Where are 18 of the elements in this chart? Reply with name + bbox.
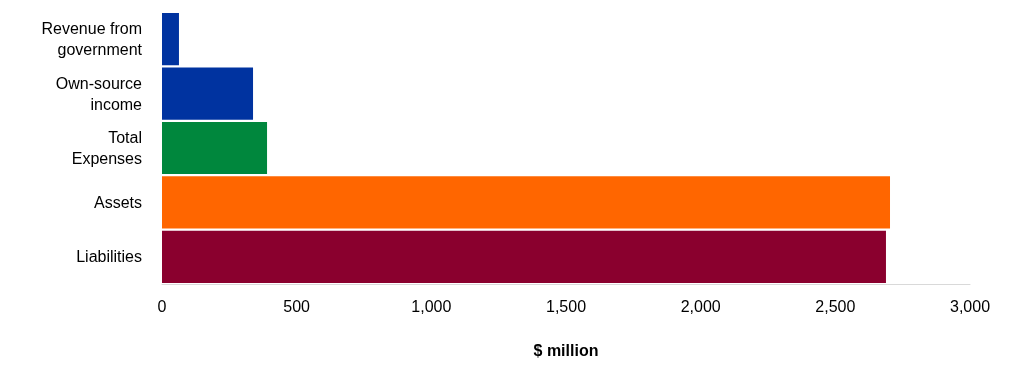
x-tick-label: 500 <box>283 297 311 315</box>
x-tick-label: 2,500 <box>815 297 856 315</box>
x-tick-label: 3,000 <box>949 297 991 315</box>
y-tick-label: Total Expenses <box>71 129 142 167</box>
y-tick-label: Assets <box>93 193 142 211</box>
y-tick-label: Revenue from government <box>41 20 143 59</box>
y-tick-label: Own-source income <box>55 74 143 113</box>
x-tick-label: 0 <box>157 297 167 315</box>
bar <box>162 230 886 283</box>
bar <box>162 13 179 66</box>
x-tick-label: 1,000 <box>411 297 452 315</box>
bar <box>162 67 254 120</box>
bar <box>162 176 891 229</box>
x-tick-label: 1,500 <box>545 297 587 315</box>
x-axis-title: $ million <box>533 341 599 359</box>
bar <box>162 121 268 175</box>
y-tick-label: Liabilities <box>76 248 142 266</box>
x-tick-label: 2,000 <box>680 297 721 315</box>
